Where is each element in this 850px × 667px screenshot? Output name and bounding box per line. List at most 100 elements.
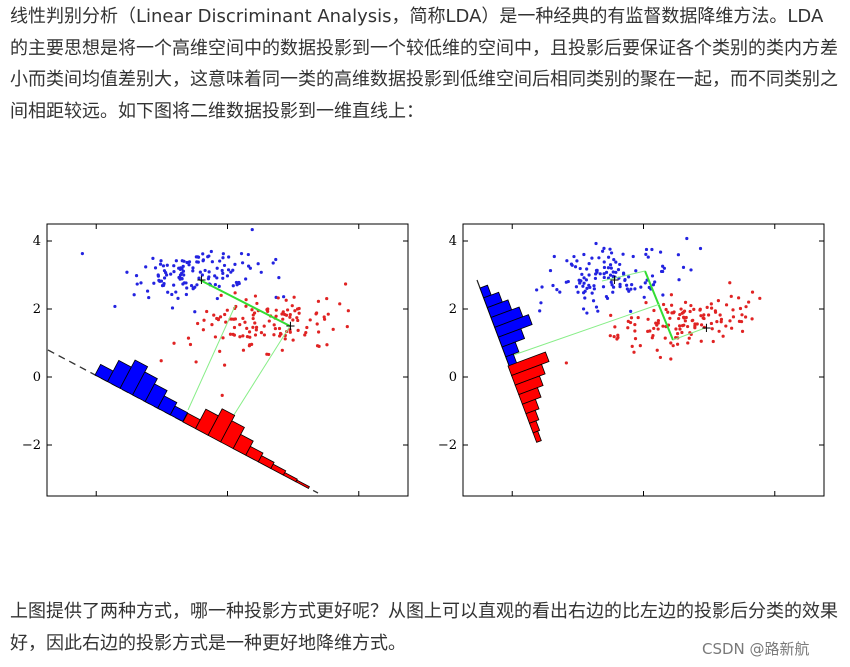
scatter-point	[591, 299, 596, 303]
y-tick-label: 0	[449, 370, 457, 385]
scatter-point	[679, 307, 683, 311]
scatter-point	[187, 260, 192, 264]
scatter-point	[709, 302, 713, 306]
scatter-point	[198, 270, 202, 274]
scatter-point	[295, 307, 300, 311]
scatter-point	[687, 336, 691, 340]
scatter-point	[686, 324, 690, 329]
scatter-point	[188, 342, 193, 347]
scatter-point	[683, 300, 688, 304]
scatter-point	[731, 308, 735, 312]
scatter-point	[728, 319, 732, 323]
scatter-point	[134, 274, 139, 278]
scatter-point	[225, 308, 229, 312]
scatter-point	[157, 278, 161, 282]
scatter-point	[201, 328, 205, 332]
histogram-bar	[501, 341, 520, 358]
scatter-point	[648, 329, 652, 333]
histogram-bar	[144, 383, 168, 409]
scatter-point	[207, 270, 211, 274]
scatter-point	[583, 296, 587, 300]
scatter-point	[644, 301, 648, 305]
scatter-point	[288, 315, 292, 319]
scatter-point	[194, 360, 198, 364]
right-red-histogram	[507, 351, 550, 443]
scatter-point	[259, 331, 264, 335]
scatter-point	[180, 259, 184, 263]
scatter-point	[627, 289, 631, 293]
scatter-point	[222, 363, 227, 367]
scatter-point	[646, 317, 650, 321]
scatter-point	[195, 283, 199, 287]
scatter-point	[303, 333, 307, 337]
scatter-point	[633, 337, 638, 341]
right-axes-frame	[462, 223, 825, 497]
scatter-point	[650, 247, 654, 252]
scatter-point	[241, 334, 245, 338]
scatter-point	[296, 318, 300, 323]
y-tick-label: 2	[33, 302, 41, 317]
scatter-point	[231, 284, 235, 288]
scatter-point	[582, 276, 586, 280]
scatter-point	[685, 236, 689, 241]
scatter-point	[680, 330, 684, 335]
scatter-point	[750, 317, 754, 321]
scatter-point	[632, 350, 636, 354]
scatter-point	[203, 268, 207, 273]
scatter-point	[602, 260, 606, 264]
scatter-point	[710, 327, 714, 331]
scatter-point	[670, 303, 674, 307]
scatter-point	[235, 283, 239, 287]
scatter-point	[159, 259, 163, 263]
histogram-bar	[532, 430, 542, 443]
scatter-point	[618, 262, 622, 267]
scatter-point	[609, 266, 613, 270]
scatter-point	[689, 303, 693, 308]
scatter-point	[614, 260, 618, 264]
scatter-point	[612, 335, 616, 339]
scatter-point	[135, 282, 139, 286]
scatter-point	[538, 309, 542, 313]
scatter-point	[297, 311, 301, 315]
scatter-point	[655, 348, 659, 352]
scatter-point	[623, 278, 627, 283]
scatter-point	[676, 253, 680, 257]
scatter-point	[609, 280, 613, 284]
scatter-point	[221, 336, 225, 340]
scatter-point	[555, 288, 559, 292]
scatter-point	[346, 309, 350, 313]
scatter-point	[281, 310, 285, 314]
scatter-point	[664, 307, 668, 312]
scatter-point	[582, 281, 586, 285]
scatter-point	[652, 326, 656, 331]
scatter-point	[652, 308, 656, 313]
scatter-point	[677, 316, 681, 321]
scatter-point	[705, 305, 709, 309]
scatter-point	[229, 270, 233, 274]
scatter-point	[587, 273, 591, 277]
scatter-point	[343, 282, 348, 286]
scatter-point	[237, 280, 241, 285]
scatter-point	[616, 333, 620, 337]
scatter-point	[196, 260, 200, 264]
scatter-point	[535, 288, 539, 292]
scatter-point	[721, 334, 725, 338]
scatter-point	[288, 328, 292, 332]
scatter-point	[590, 291, 594, 295]
left-blue-mean-marker: +	[196, 273, 207, 288]
left-blue-points	[80, 227, 286, 314]
scatter-point	[159, 359, 163, 363]
scatter-point	[174, 290, 178, 294]
scatter-point	[656, 327, 660, 331]
scatter-point	[172, 264, 176, 268]
scatter-point	[569, 262, 574, 266]
scatter-point	[215, 276, 219, 280]
scatter-point	[147, 295, 151, 300]
scatter-point	[633, 287, 637, 291]
scatter-point	[212, 313, 216, 317]
scatter-point	[597, 256, 601, 260]
scatter-point	[238, 335, 242, 339]
scatter-point	[699, 314, 703, 318]
scatter-point	[609, 251, 614, 255]
scatter-point	[132, 293, 136, 297]
